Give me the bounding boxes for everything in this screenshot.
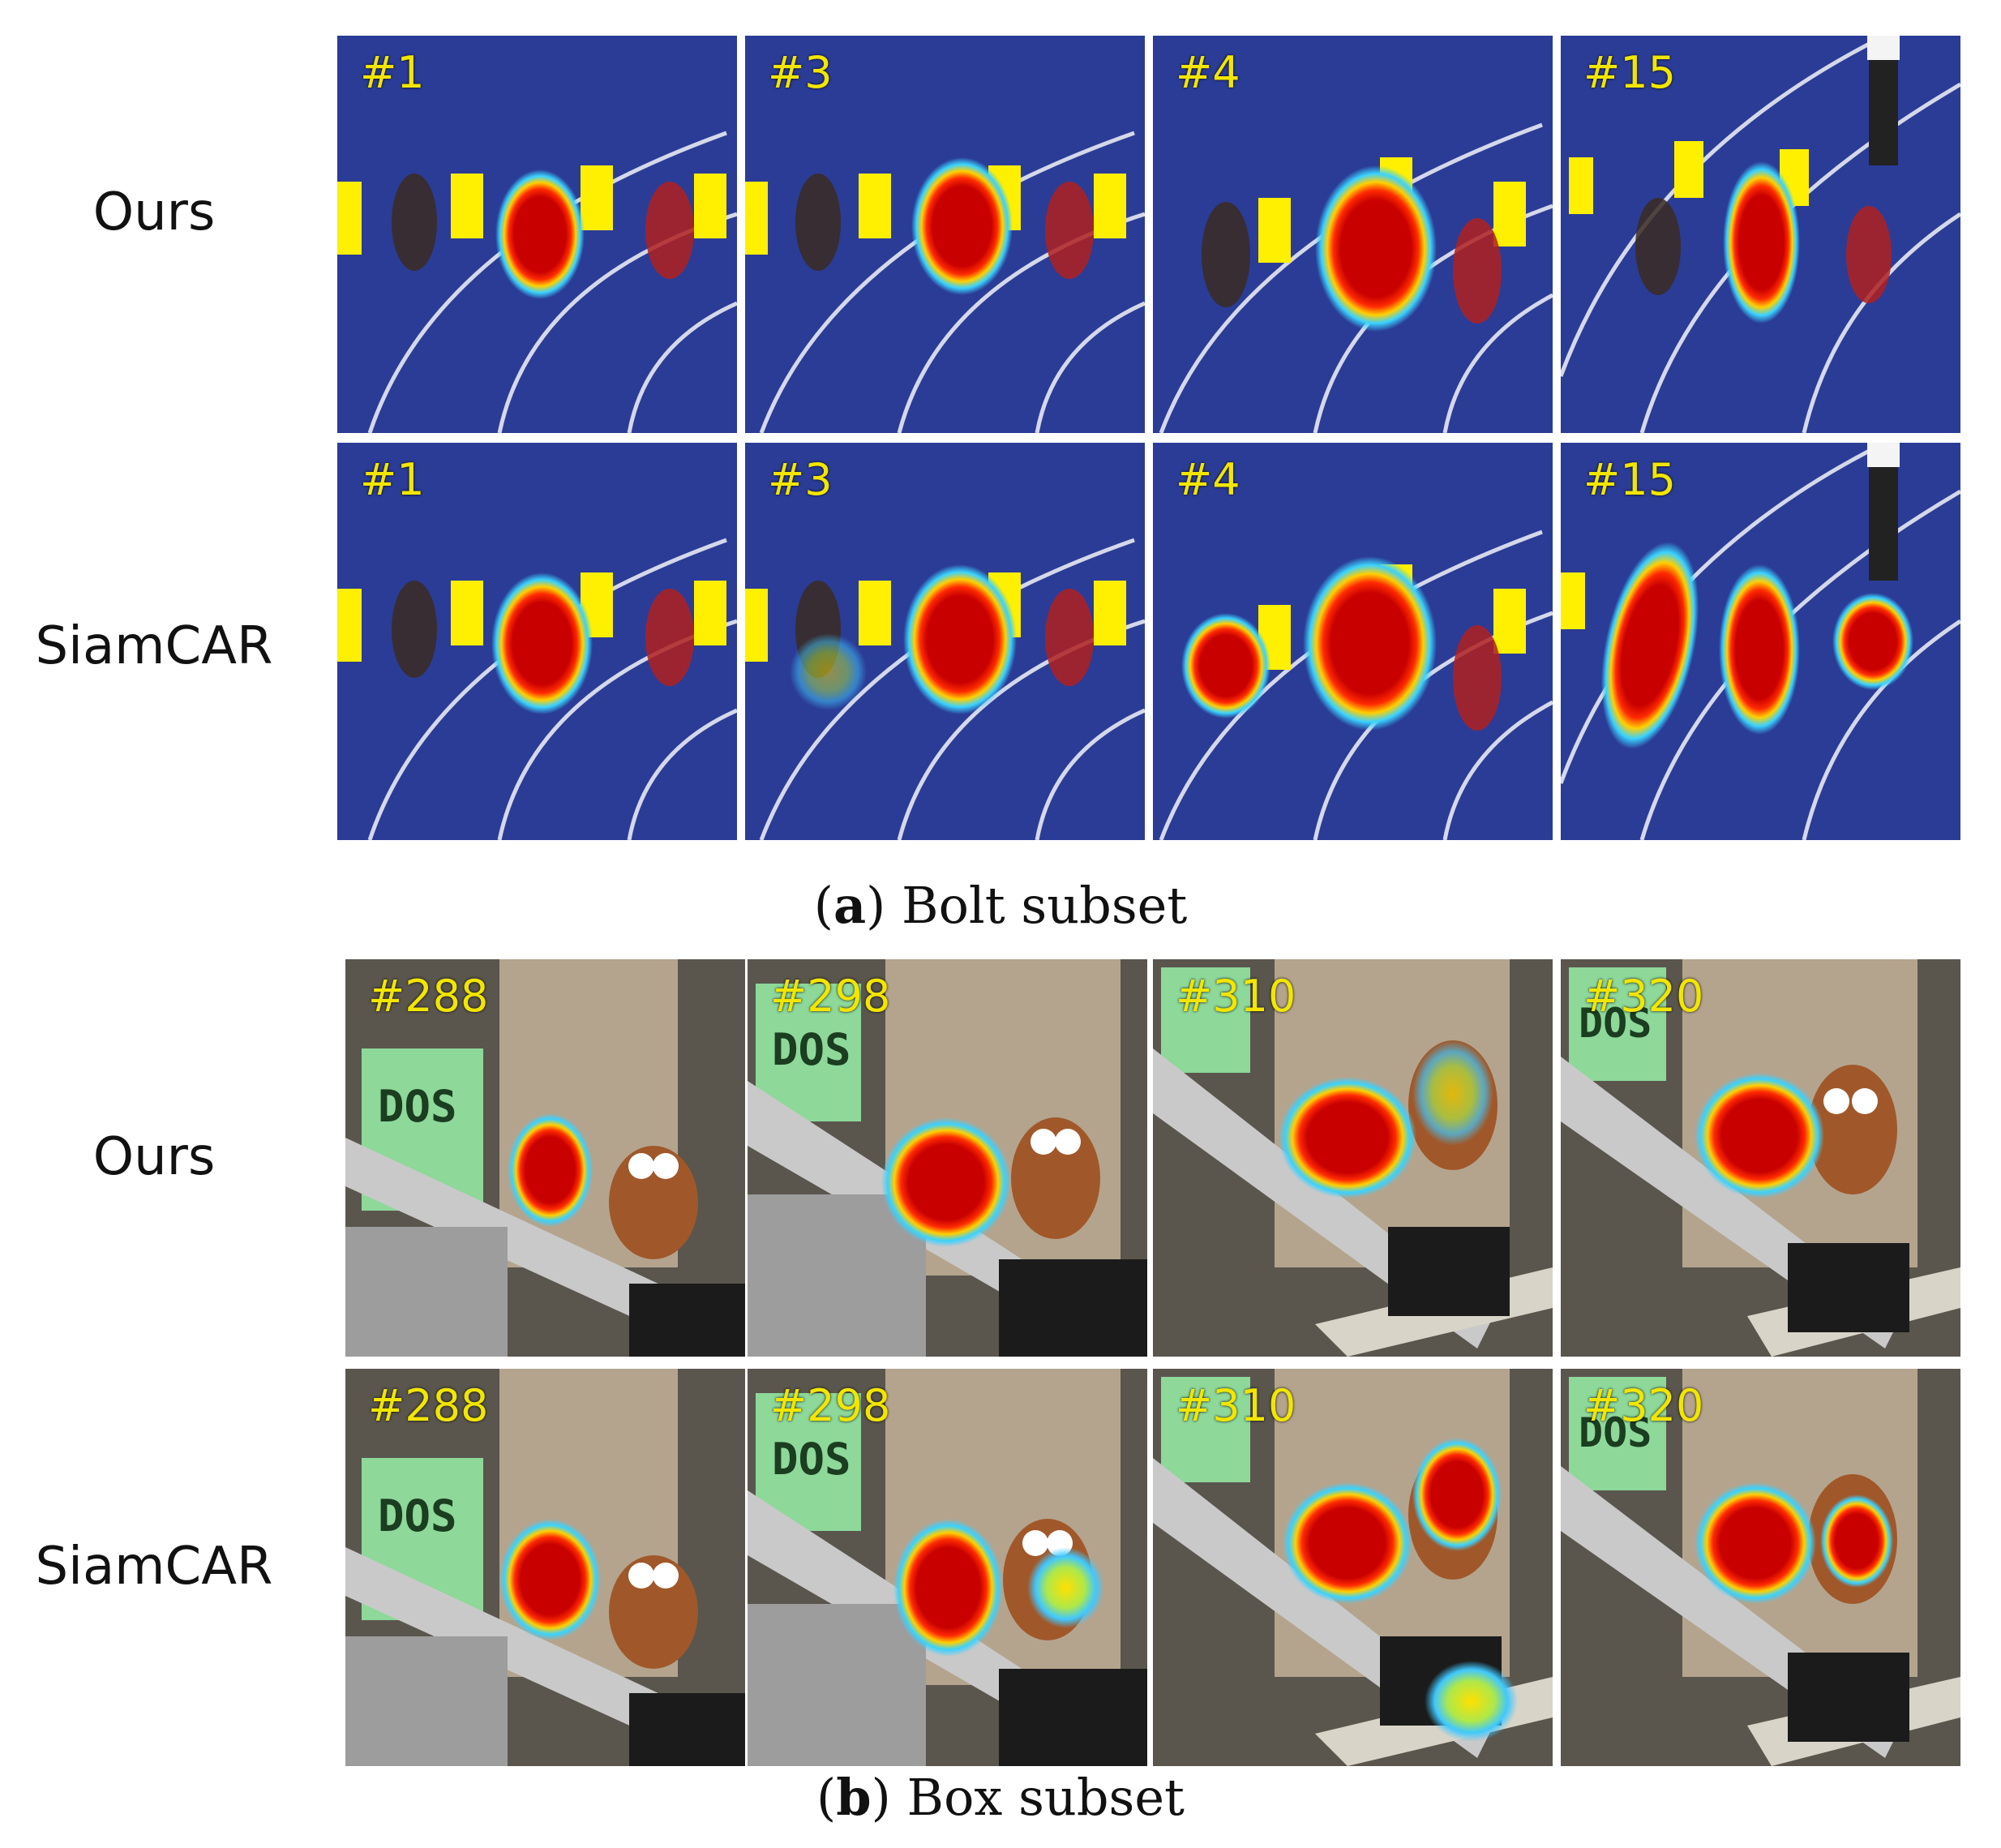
bolt-ours-frame-1: #1 xyxy=(337,36,737,433)
bolt-ours-frame-15: #15 xyxy=(1561,36,1960,433)
response-heatmap-distractor xyxy=(1425,1661,1518,1742)
caption-a: (a) Bolt subset xyxy=(813,876,1188,935)
track-scene xyxy=(1561,443,1960,840)
response-heatmap xyxy=(1283,1482,1412,1604)
response-heatmap-distractor xyxy=(1027,1547,1104,1628)
track-scene xyxy=(337,538,737,840)
frame-number: #1 xyxy=(360,454,425,505)
caption-letter: b xyxy=(836,1768,872,1827)
bolt-siamcar-frame-1: #1 xyxy=(337,443,737,840)
bolt-siamcar-frame-4: #4 xyxy=(1153,443,1553,840)
response-heatmap xyxy=(893,1519,1003,1657)
response-heatmap xyxy=(1719,564,1800,735)
caption-b: (b) Box subset xyxy=(816,1768,1185,1827)
frame-number: #298 xyxy=(770,1380,891,1431)
row-label-ours-b: Ours xyxy=(92,1127,216,1187)
response-heatmap xyxy=(495,169,585,299)
box-ours-frame-320: DOS #320 xyxy=(1561,959,1960,1357)
box-ours-frame-310: #310 xyxy=(1153,959,1553,1357)
response-heatmap-distractor xyxy=(1412,1040,1493,1146)
bolt-siamcar-frame-3: #3 xyxy=(745,443,1145,840)
dos-sign: DOS xyxy=(378,1490,457,1541)
dos-sign: DOS xyxy=(772,1434,851,1485)
frame-number: #320 xyxy=(1583,1380,1704,1431)
row-label-siamcar-a: SiamCAR xyxy=(35,616,273,676)
box-siamcar-frame-320: DOS #320 xyxy=(1561,1369,1960,1766)
box-ours-frame-298: DOS #298 xyxy=(748,959,1147,1357)
row-label-ours-a: Ours xyxy=(92,182,216,242)
dos-sign: DOS xyxy=(1579,1409,1652,1456)
response-heatmap-distractor xyxy=(1412,1438,1502,1551)
frame-number: #310 xyxy=(1176,971,1296,1022)
dos-sign: DOS xyxy=(772,1024,851,1075)
frame-number: #320 xyxy=(1583,971,1704,1022)
response-heatmap-distractor xyxy=(790,633,867,710)
box-siamcar-frame-288: DOS #288 xyxy=(345,1369,745,1766)
frame-number: #288 xyxy=(368,1380,489,1431)
row-label-siamcar-b: SiamCAR xyxy=(35,1537,273,1597)
response-heatmap-distractor xyxy=(1832,593,1913,690)
response-heatmap xyxy=(911,157,1013,295)
response-heatmap xyxy=(508,1113,593,1227)
response-heatmap xyxy=(499,1519,601,1640)
frame-number: #1 xyxy=(360,47,425,98)
lab-scene xyxy=(345,959,745,1357)
frame-number: #15 xyxy=(1583,47,1676,98)
frame-number: #288 xyxy=(368,971,489,1022)
track-scene xyxy=(1159,530,1553,840)
frame-number: #3 xyxy=(768,454,833,505)
frame-number: #310 xyxy=(1176,1380,1296,1431)
dos-sign: DOS xyxy=(378,1081,457,1132)
response-heatmap-distractor xyxy=(1181,613,1270,718)
response-heatmap xyxy=(1315,165,1437,332)
response-heatmap-distractor xyxy=(1820,1494,1893,1588)
bolt-ours-frame-4: #4 xyxy=(1153,36,1553,433)
caption-text: Box subset xyxy=(906,1768,1185,1827)
frame-number: #3 xyxy=(768,47,833,98)
box-siamcar-frame-310: #310 xyxy=(1153,1369,1553,1766)
box-siamcar-frame-298: DOS #298 xyxy=(748,1369,1147,1766)
caption-text: Bolt subset xyxy=(902,876,1188,935)
response-heatmap xyxy=(1279,1077,1416,1198)
lab-scene xyxy=(748,1369,1147,1766)
response-heatmap xyxy=(1695,1073,1824,1198)
frame-number: #298 xyxy=(770,971,891,1022)
box-ours-frame-288: DOS #288 xyxy=(345,959,745,1357)
response-heatmap xyxy=(491,572,593,714)
dos-sign: DOS xyxy=(1579,1000,1652,1047)
frame-number: #4 xyxy=(1176,47,1240,98)
bolt-ours-frame-3: #3 xyxy=(745,36,1145,433)
response-heatmap xyxy=(1695,1482,1816,1604)
response-heatmap xyxy=(881,1117,1011,1247)
caption-letter: a xyxy=(833,876,867,935)
response-heatmap xyxy=(903,564,1017,714)
response-heatmap xyxy=(1303,556,1437,731)
track-scene xyxy=(337,131,737,433)
frame-number: #15 xyxy=(1583,454,1676,505)
bolt-siamcar-frame-15: #15 xyxy=(1561,443,1960,840)
frame-number: #4 xyxy=(1176,454,1240,505)
response-heatmap xyxy=(1723,161,1800,324)
